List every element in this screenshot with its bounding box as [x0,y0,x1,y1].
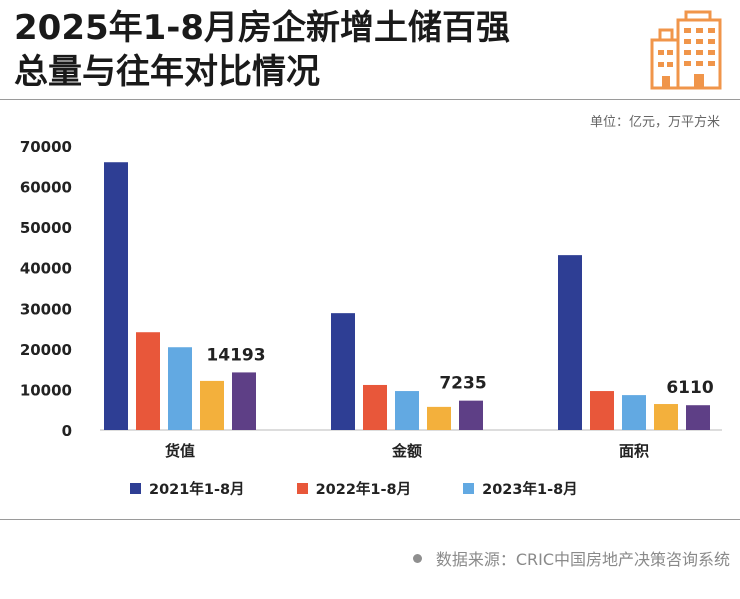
y-tick-label: 70000 [20,138,72,156]
bar-面积-series-4 [654,404,678,430]
y-tick-label: 40000 [20,260,72,278]
bar-chart: 0 10000 20000 30000 40000 50000 60000 70000 141… [20,138,722,460]
legend-label-2022: 2022年1-8月 [315,482,412,498]
footer-divider [0,519,740,520]
legend-item-2023: 2023年1-8月 [463,478,578,499]
bar-面积-series-5 [686,405,710,430]
source-text: 数据来源：CRIC中国房地产决策咨询系统 [435,550,730,569]
bar-货值-series-4 [200,380,224,430]
legend-label-2023: 2023年1-8月 [482,482,578,498]
legend: 2021年1-8月 2022年1-8月 2023年1-8月 [130,478,578,499]
bar-金额-series-3 [395,391,419,430]
bar-货值-series-3 [168,347,192,430]
bar-面积-series-1 [558,255,582,430]
title-line-1: 2025年1-8月房企新增土储百强 [14,8,511,48]
header-divider [0,99,740,100]
bars [104,162,710,430]
y-tick-label: 10000 [20,381,72,399]
building-icon [650,10,722,90]
legend-swatch-2021 [130,483,141,494]
y-tick-label: 60000 [20,179,72,197]
data-labels: 14193 7235 6110 [206,345,713,398]
x-tick-label: 面积 [619,442,649,460]
bar-面积-series-2 [590,391,614,430]
title-line-2: 总量与往年对比情况 [14,52,320,92]
unit-label: 单位：亿元，万平方米 [589,115,720,130]
bar-面积-series-3 [622,395,646,430]
legend-item-2022: 2022年1-8月 [296,478,412,499]
bar-金额-series-4 [427,406,451,430]
source-note: 数据来源：CRIC中国房地产决策咨询系统 [412,546,730,570]
legend-swatch-2022 [296,483,308,494]
y-axis: 0 10000 20000 30000 40000 50000 60000 70000 [20,138,72,440]
legend-item-2021: 2021年1-8月 [130,478,245,499]
bar-金额-series-2 [363,384,387,430]
data-label: 6110 [666,378,713,398]
y-tick-label: 20000 [20,341,72,359]
bullet-icon [412,553,422,563]
legend-label-2021: 2021年1-8月 [149,482,245,498]
data-label: 14193 [206,345,265,365]
y-tick-label: 30000 [20,300,72,318]
y-tick-label: 50000 [20,219,72,237]
data-label: 7235 [439,374,486,394]
bar-金额-series-1 [331,313,355,430]
x-tick-label: 金额 [391,442,422,460]
bar-金额-series-5 [459,400,483,430]
y-tick-label: 0 [62,422,72,440]
chart-title: 2025年1-8月房企新增土储百强 总量与往年对比情况 [14,6,510,94]
x-tick-label: 货值 [165,442,195,460]
bar-货值-series-1 [104,162,128,430]
bar-货值-series-5 [232,372,256,430]
x-axis: 货值 金额 面积 [165,442,649,460]
bar-货值-series-2 [136,332,160,430]
legend-swatch-2023 [463,483,475,494]
